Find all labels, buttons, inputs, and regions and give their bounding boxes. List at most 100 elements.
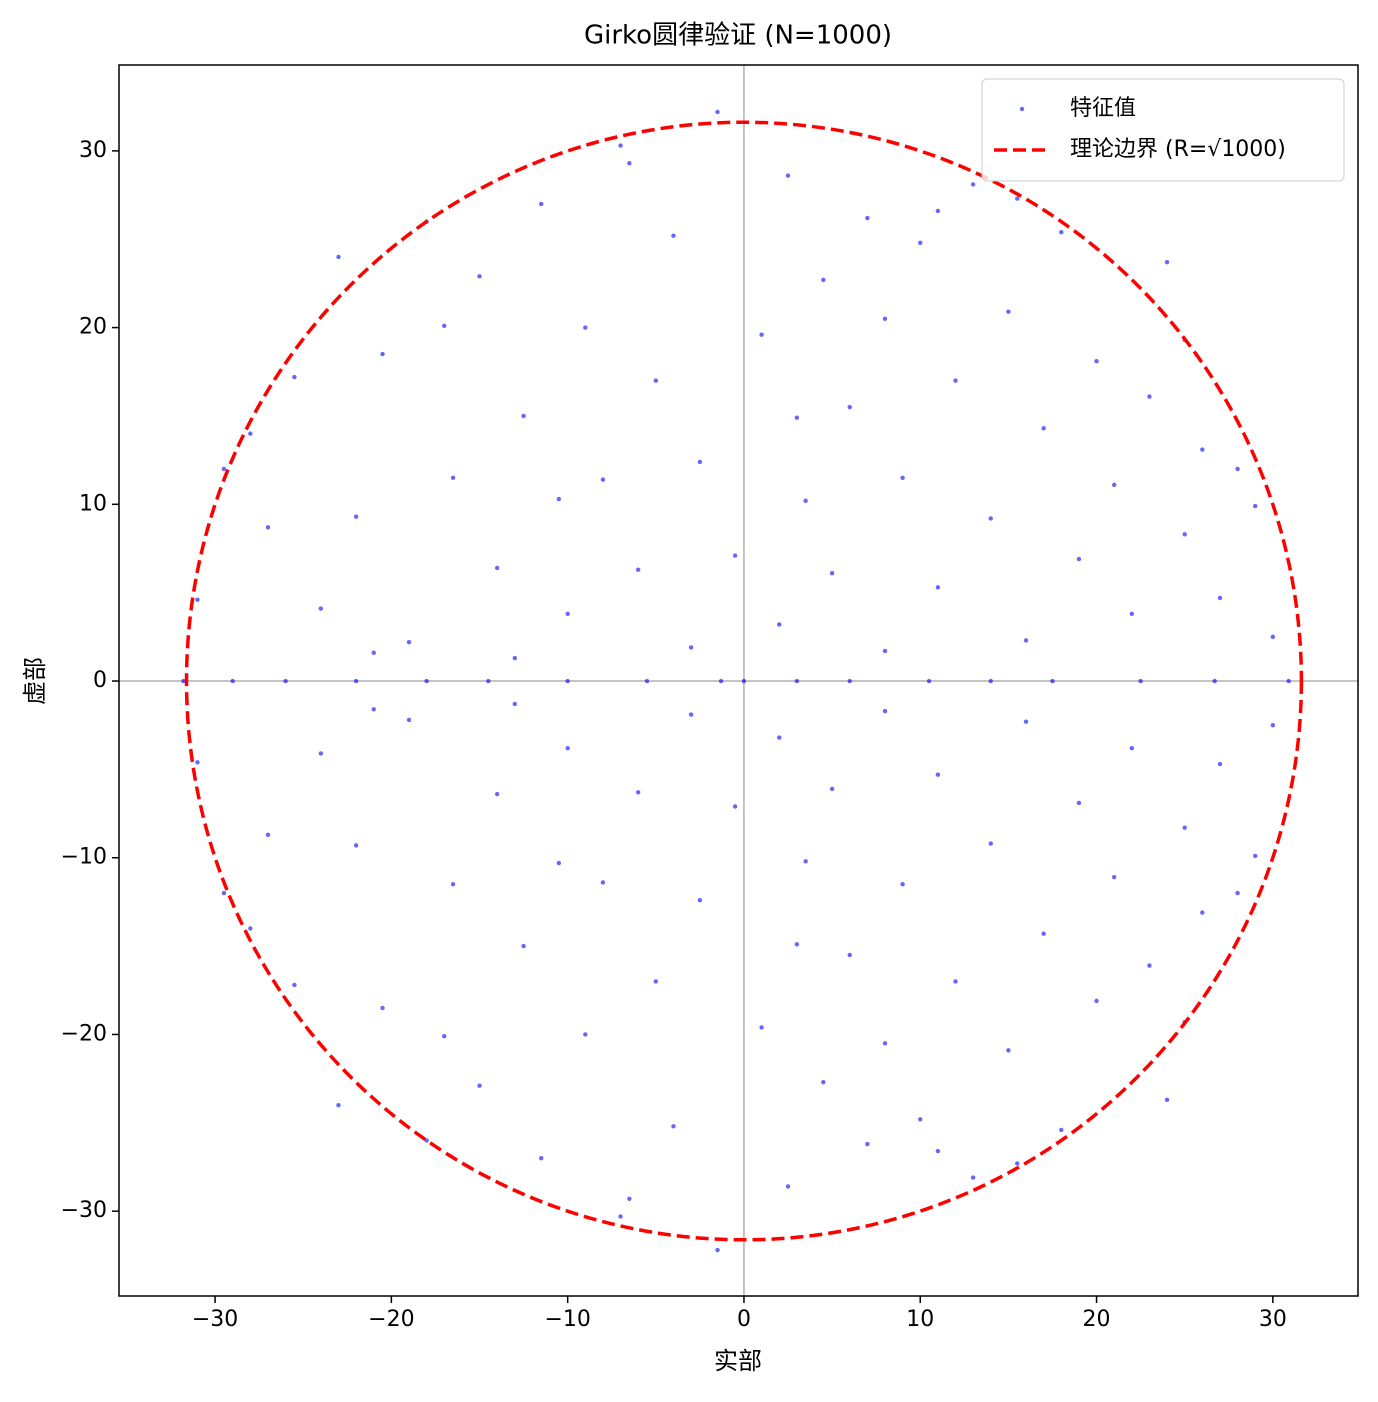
- data-point: [653, 979, 659, 984]
- data-point: [953, 378, 958, 383]
- data-point: [900, 475, 905, 481]
- data-point: [1129, 745, 1135, 751]
- data-point: [1253, 503, 1258, 509]
- data-point: [829, 571, 835, 576]
- data-point: [865, 215, 870, 221]
- data-point: [1015, 196, 1020, 201]
- data-point: [512, 701, 517, 707]
- data-point: [248, 926, 253, 931]
- data-point: [442, 323, 447, 329]
- data-point: [1129, 611, 1135, 617]
- data-point: [336, 1102, 341, 1108]
- data-point: [1147, 394, 1152, 399]
- data-point: [988, 841, 993, 846]
- legend-box: [981, 78, 1345, 182]
- data-point: [221, 890, 227, 896]
- data-point: [794, 415, 800, 420]
- data-point: [1023, 719, 1029, 724]
- data-point: [353, 514, 359, 519]
- data-point: [1094, 358, 1099, 364]
- data-point: [494, 791, 500, 797]
- data-point: [283, 678, 288, 684]
- data-point: [785, 173, 791, 178]
- data-point: [953, 979, 958, 984]
- data-point: [865, 1141, 870, 1147]
- data-point: [318, 751, 324, 756]
- data-point: [406, 639, 412, 645]
- data-point: [539, 201, 544, 207]
- data-point: [1041, 426, 1046, 431]
- data-point: [718, 678, 724, 684]
- data-point: [539, 1155, 544, 1161]
- data-point: [1212, 678, 1217, 684]
- data-point: [918, 240, 923, 245]
- data-point: [583, 325, 588, 330]
- data-point: [803, 859, 808, 864]
- y-tick-label: −20: [61, 1021, 107, 1046]
- y-tick-label: 0: [93, 668, 107, 693]
- data-point: [1147, 963, 1152, 968]
- x-tick-label: −30: [192, 1307, 238, 1332]
- data-point: [635, 790, 641, 795]
- data-point: [1006, 309, 1011, 314]
- data-point: [741, 678, 747, 684]
- data-point: [635, 567, 641, 572]
- data-point: [1235, 890, 1240, 896]
- data-point: [918, 1117, 923, 1122]
- x-tick-label: −10: [544, 1307, 590, 1332]
- data-point: [353, 843, 359, 848]
- y-tick-label: 30: [79, 138, 107, 163]
- data-point: [195, 760, 200, 765]
- chart-title: Girko圆律验证 (N=1000): [584, 21, 892, 51]
- x-tick-label: 0: [737, 1307, 751, 1332]
- data-point: [1041, 931, 1046, 936]
- y-tick-label: −30: [61, 1198, 107, 1223]
- data-point: [565, 678, 570, 684]
- data-point: [371, 650, 376, 655]
- data-point: [477, 1083, 482, 1088]
- data-point: [1253, 853, 1258, 859]
- data-point: [318, 606, 324, 611]
- data-point: [821, 277, 826, 283]
- data-point: [882, 316, 888, 321]
- data-point: [794, 942, 800, 947]
- data-point: [583, 1032, 588, 1037]
- data-point: [777, 622, 782, 627]
- data-point: [671, 233, 676, 238]
- data-point: [1182, 825, 1187, 830]
- data-point: [821, 1079, 826, 1085]
- data-point: [1200, 447, 1205, 452]
- data-point: [935, 1148, 941, 1154]
- data-point: [829, 786, 835, 792]
- x-tick-label: 10: [906, 1307, 934, 1332]
- data-point: [618, 1214, 623, 1219]
- data-point: [1270, 723, 1276, 728]
- data-point: [759, 1025, 764, 1030]
- data-point: [1076, 800, 1082, 806]
- data-point: [1138, 678, 1143, 684]
- data-point: [1059, 1127, 1064, 1133]
- data-point: [1217, 595, 1223, 601]
- data-point: [556, 860, 562, 866]
- data-point: [653, 378, 659, 383]
- data-point: [1111, 482, 1117, 488]
- data-point: [424, 678, 429, 684]
- data-point: [627, 1196, 632, 1202]
- data-point: [424, 1138, 429, 1143]
- data-point: [494, 565, 500, 571]
- data-point: [697, 897, 703, 903]
- data-point: [336, 254, 341, 260]
- data-point: [715, 1247, 720, 1253]
- data-point: [1200, 910, 1205, 915]
- data-point: [759, 332, 764, 337]
- x-tick-label: 30: [1259, 1307, 1287, 1332]
- data-point: [181, 678, 186, 684]
- data-point: [803, 498, 808, 503]
- data-point: [600, 880, 606, 885]
- data-point: [935, 772, 941, 777]
- data-point: [371, 707, 376, 712]
- data-point: [600, 477, 606, 482]
- data-point: [697, 459, 703, 465]
- data-point: [970, 1175, 976, 1180]
